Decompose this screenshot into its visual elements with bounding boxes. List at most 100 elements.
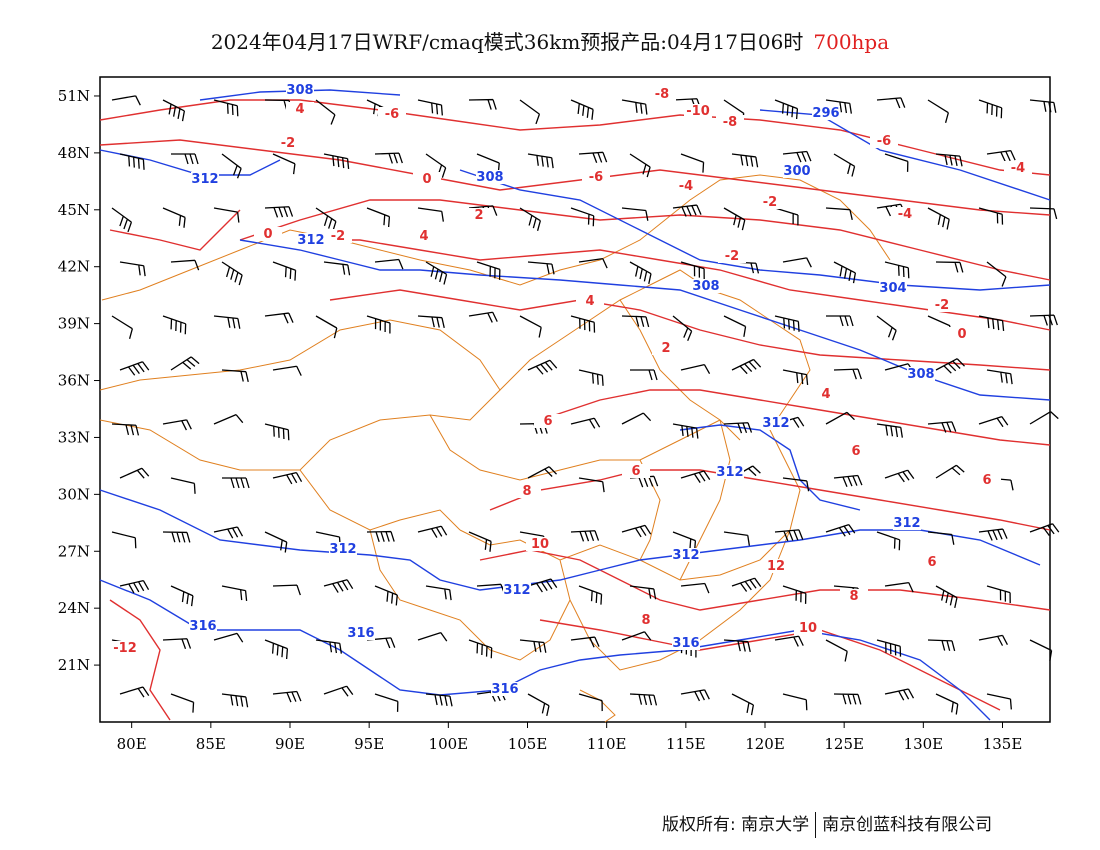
- wind-barb: [272, 471, 303, 485]
- wind-barb: [213, 207, 240, 223]
- wind-barb: [417, 99, 443, 116]
- wind-barb: [527, 578, 558, 593]
- lat-ticks: 51N 48N 45N 42N 39N 36N 33N 30N 27N 24N 21N: [58, 87, 100, 674]
- wind-barb: [723, 639, 751, 653]
- temperature-label: 0: [263, 227, 272, 242]
- temperature-label: -2: [763, 195, 777, 210]
- boundary-line: [99, 419, 300, 471]
- temperature-label: 6: [631, 464, 640, 479]
- height-label: 316: [347, 626, 374, 641]
- temperature-contours: [99, 99, 1051, 721]
- wind-barb: [680, 261, 705, 280]
- wind-barb: [272, 584, 301, 596]
- wind-barb: [272, 261, 297, 281]
- wind-barb: [119, 686, 150, 698]
- wind-barb: [782, 150, 812, 163]
- temperature-label: -12: [113, 641, 137, 656]
- height-label: 308: [907, 367, 934, 382]
- lon-tick-label: 135E: [983, 735, 1023, 753]
- temperature-label-bg: [948, 327, 976, 341]
- wind-barb: [986, 693, 1012, 710]
- wind-barb: [833, 261, 857, 284]
- temperature-label: -2: [935, 298, 949, 313]
- temperature-label: 4: [821, 387, 830, 402]
- temperature-label: 6: [851, 444, 860, 459]
- wind-barb: [884, 153, 909, 172]
- lat-tick-label: 21N: [58, 656, 90, 674]
- wind-barb: [825, 207, 853, 221]
- wind-barb: [833, 474, 863, 487]
- lon-tick-label: 90E: [275, 735, 305, 753]
- wind-barb: [782, 257, 812, 268]
- temperature-label-bg: [1004, 161, 1032, 175]
- wind-barb: [876, 97, 906, 109]
- wind-barb: [723, 531, 750, 546]
- height-label-bg: [762, 416, 790, 430]
- temperature-label-bg: [756, 195, 784, 209]
- height-label-bg: [893, 516, 921, 530]
- wind-barb: [935, 585, 958, 608]
- height-contours: [99, 89, 1051, 721]
- wind-barb: [629, 153, 651, 178]
- height-label: 312: [672, 548, 699, 563]
- height-label-bg: [491, 682, 519, 696]
- wind-barb: [111, 207, 133, 233]
- wind-barb: [213, 99, 239, 117]
- height-label: 308: [286, 83, 313, 98]
- wind-barb: [570, 417, 601, 429]
- wind-barb: [578, 693, 603, 712]
- wind-barb: [221, 693, 249, 708]
- height-label-bg: [476, 170, 504, 184]
- temperature-contour: [109, 209, 241, 251]
- wind-barb: [264, 531, 288, 553]
- height-label-bg: [907, 367, 935, 381]
- wind-barb: [162, 99, 186, 122]
- wind-barb: [425, 261, 448, 285]
- wind-barb: [578, 151, 608, 164]
- temperature-label: 0: [422, 172, 431, 187]
- height-contour: [759, 109, 1051, 201]
- height-label-bg: [503, 583, 531, 597]
- wind-barb: [680, 582, 710, 594]
- wind-barb: [935, 464, 965, 479]
- temperature-label-bg: [684, 104, 712, 118]
- height-label-bg: [191, 172, 219, 186]
- height-label-bg: [672, 548, 700, 562]
- wind-barb: [570, 315, 596, 333]
- wind-barb: [1029, 99, 1057, 113]
- wind-barb: [519, 99, 541, 125]
- wind-barb: [680, 363, 711, 374]
- temperature-label: -2: [331, 229, 345, 244]
- height-label: 312: [329, 542, 356, 557]
- height-label-bg: [879, 281, 907, 295]
- wind-barb: [884, 469, 915, 483]
- lon-tick-label: 110E: [587, 735, 627, 753]
- title-main: 2024年04月17日WRF/cmaq模式36km预报产品:04月17日06时: [210, 30, 804, 54]
- height-label-bg: [692, 279, 720, 293]
- wind-barb: [927, 207, 950, 230]
- temperature-label-bg: [928, 298, 956, 312]
- lat-tick-label: 24N: [58, 599, 90, 617]
- temperature-label: 10: [531, 537, 549, 552]
- wind-barb: [111, 531, 137, 549]
- temperature-label-bg: [794, 621, 822, 635]
- height-contour: [99, 489, 1041, 591]
- lon-tick-label: 80E: [117, 735, 147, 753]
- wind-barb: [680, 689, 710, 702]
- wind-barb: [621, 631, 652, 641]
- wind-barb: [264, 312, 294, 324]
- wind-barb: [876, 315, 897, 341]
- temperature-label: 12: [767, 559, 785, 574]
- temperature-label-bg: [526, 537, 554, 551]
- temperature-label-bg: [812, 387, 840, 401]
- lat-tick-label: 45N: [58, 201, 90, 219]
- wind-barb: [876, 531, 901, 551]
- wind-barb: [833, 368, 862, 380]
- wind-barb: [927, 531, 955, 545]
- wind-barb: [366, 207, 391, 228]
- wind-barb: [782, 693, 808, 711]
- temperature-label: -8: [723, 115, 737, 130]
- temperature-label-bg: [716, 115, 744, 129]
- temperature-label: 10: [799, 621, 817, 636]
- height-label: 312: [297, 233, 324, 248]
